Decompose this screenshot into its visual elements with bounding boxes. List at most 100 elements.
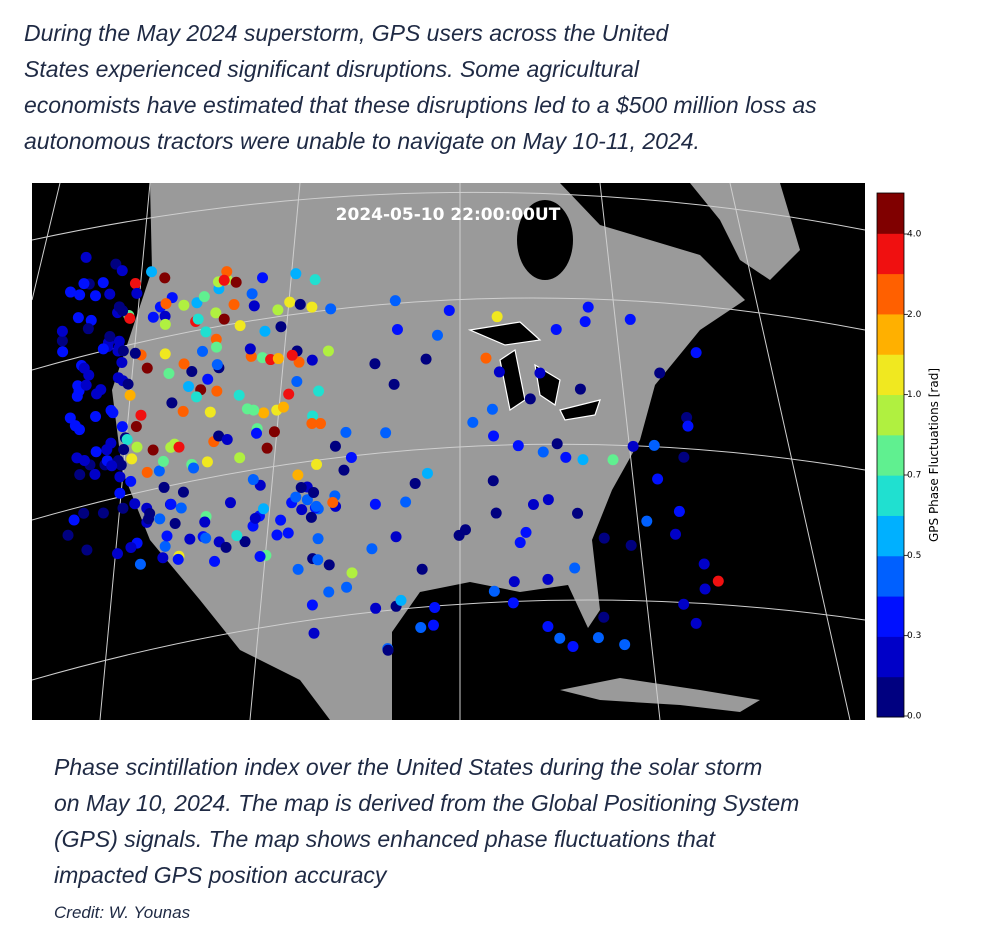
station-dot (71, 390, 83, 402)
station-dot (309, 274, 321, 286)
station-dot (340, 426, 352, 438)
station-dot (467, 416, 479, 428)
station-dot (241, 403, 253, 415)
station-dot (249, 512, 261, 524)
station-dot (272, 304, 284, 316)
station-dot (173, 441, 185, 453)
station-dot (459, 524, 471, 536)
station-dot (345, 452, 357, 464)
station-dot (124, 389, 136, 401)
station-dot (204, 406, 216, 418)
station-dot (598, 611, 610, 623)
station-dot (78, 278, 90, 290)
station-dot (560, 451, 572, 463)
station-dot (678, 598, 690, 610)
station-dot (416, 563, 428, 575)
station-dot (554, 632, 566, 644)
station-dot (121, 433, 133, 445)
station-dot (97, 277, 109, 289)
station-dot (624, 313, 636, 325)
station-dot (508, 576, 520, 588)
station-dot (116, 265, 128, 277)
station-dot (91, 388, 103, 400)
station-dot (228, 299, 240, 311)
credit: Credit: W. Younas (54, 903, 191, 922)
station-dot (291, 376, 303, 388)
station-dot (116, 356, 128, 368)
station-dot (641, 515, 653, 527)
station-dot (117, 502, 129, 514)
station-dot (514, 537, 526, 549)
station-dot (177, 405, 189, 417)
station-dot (198, 291, 210, 303)
station-dot (200, 532, 212, 544)
station-dot (542, 494, 554, 506)
station-dot (178, 358, 190, 370)
station-dot (486, 403, 498, 415)
station-dot (114, 471, 126, 483)
intro-line: autonomous tractors were unable to navig… (24, 128, 700, 154)
station-dot (209, 555, 221, 567)
station-dot (154, 513, 166, 525)
station-dot (221, 266, 233, 278)
station-dot (72, 312, 84, 324)
station-dot (213, 430, 225, 442)
colorbar-band (877, 313, 904, 355)
station-dot (244, 343, 256, 355)
station-dot (507, 597, 519, 609)
station-dot (117, 345, 129, 357)
station-dot (104, 288, 116, 300)
station-dot (369, 358, 381, 370)
station-dot (698, 558, 710, 570)
station-dot (153, 465, 165, 477)
station-dot (480, 352, 492, 364)
station-dot (598, 532, 610, 544)
caption-line: (GPS) signals. The map shows enhanced ph… (54, 826, 717, 852)
station-dot (627, 440, 639, 452)
station-dot (670, 528, 682, 540)
station-dot (301, 494, 313, 506)
station-dot (512, 440, 524, 452)
station-dot (323, 559, 335, 571)
station-dot (294, 298, 306, 310)
station-dot (293, 356, 305, 368)
station-dot (65, 286, 77, 298)
station-dot (524, 393, 536, 405)
station-dot (166, 397, 178, 409)
station-dot (125, 475, 137, 487)
station-dot (400, 496, 412, 508)
colorbar-label: GPS Phase Fluctuations [rad] (927, 368, 941, 542)
station-dot (124, 312, 136, 324)
station-dot (690, 347, 702, 359)
station-dot (542, 573, 554, 585)
station-dot (338, 464, 350, 476)
station-dot (277, 401, 289, 413)
station-dot (534, 367, 546, 379)
station-dot (90, 446, 102, 458)
intro-line: During the May 2024 superstorm, GPS user… (24, 20, 670, 46)
station-dot (239, 536, 251, 548)
station-dot (390, 531, 402, 543)
colorbar-band (877, 273, 904, 315)
station-dot (282, 527, 294, 539)
station-dot (141, 362, 153, 374)
station-dot (80, 251, 92, 263)
station-dot (389, 295, 401, 307)
station-dot (218, 274, 230, 286)
station-dot (163, 367, 175, 379)
station-dot (131, 441, 143, 453)
colorbar-band (877, 555, 904, 597)
station-dot (190, 391, 202, 403)
station-dot (160, 298, 172, 310)
station-dot (306, 354, 318, 366)
station-dot (106, 460, 118, 472)
station-dot (271, 529, 283, 541)
station-dot (251, 427, 263, 439)
colorbar-band (877, 475, 904, 516)
station-dot (382, 644, 394, 656)
station-dot (117, 305, 129, 317)
station-dot (159, 348, 171, 360)
station-dot (141, 466, 153, 478)
station-dot (97, 507, 109, 519)
